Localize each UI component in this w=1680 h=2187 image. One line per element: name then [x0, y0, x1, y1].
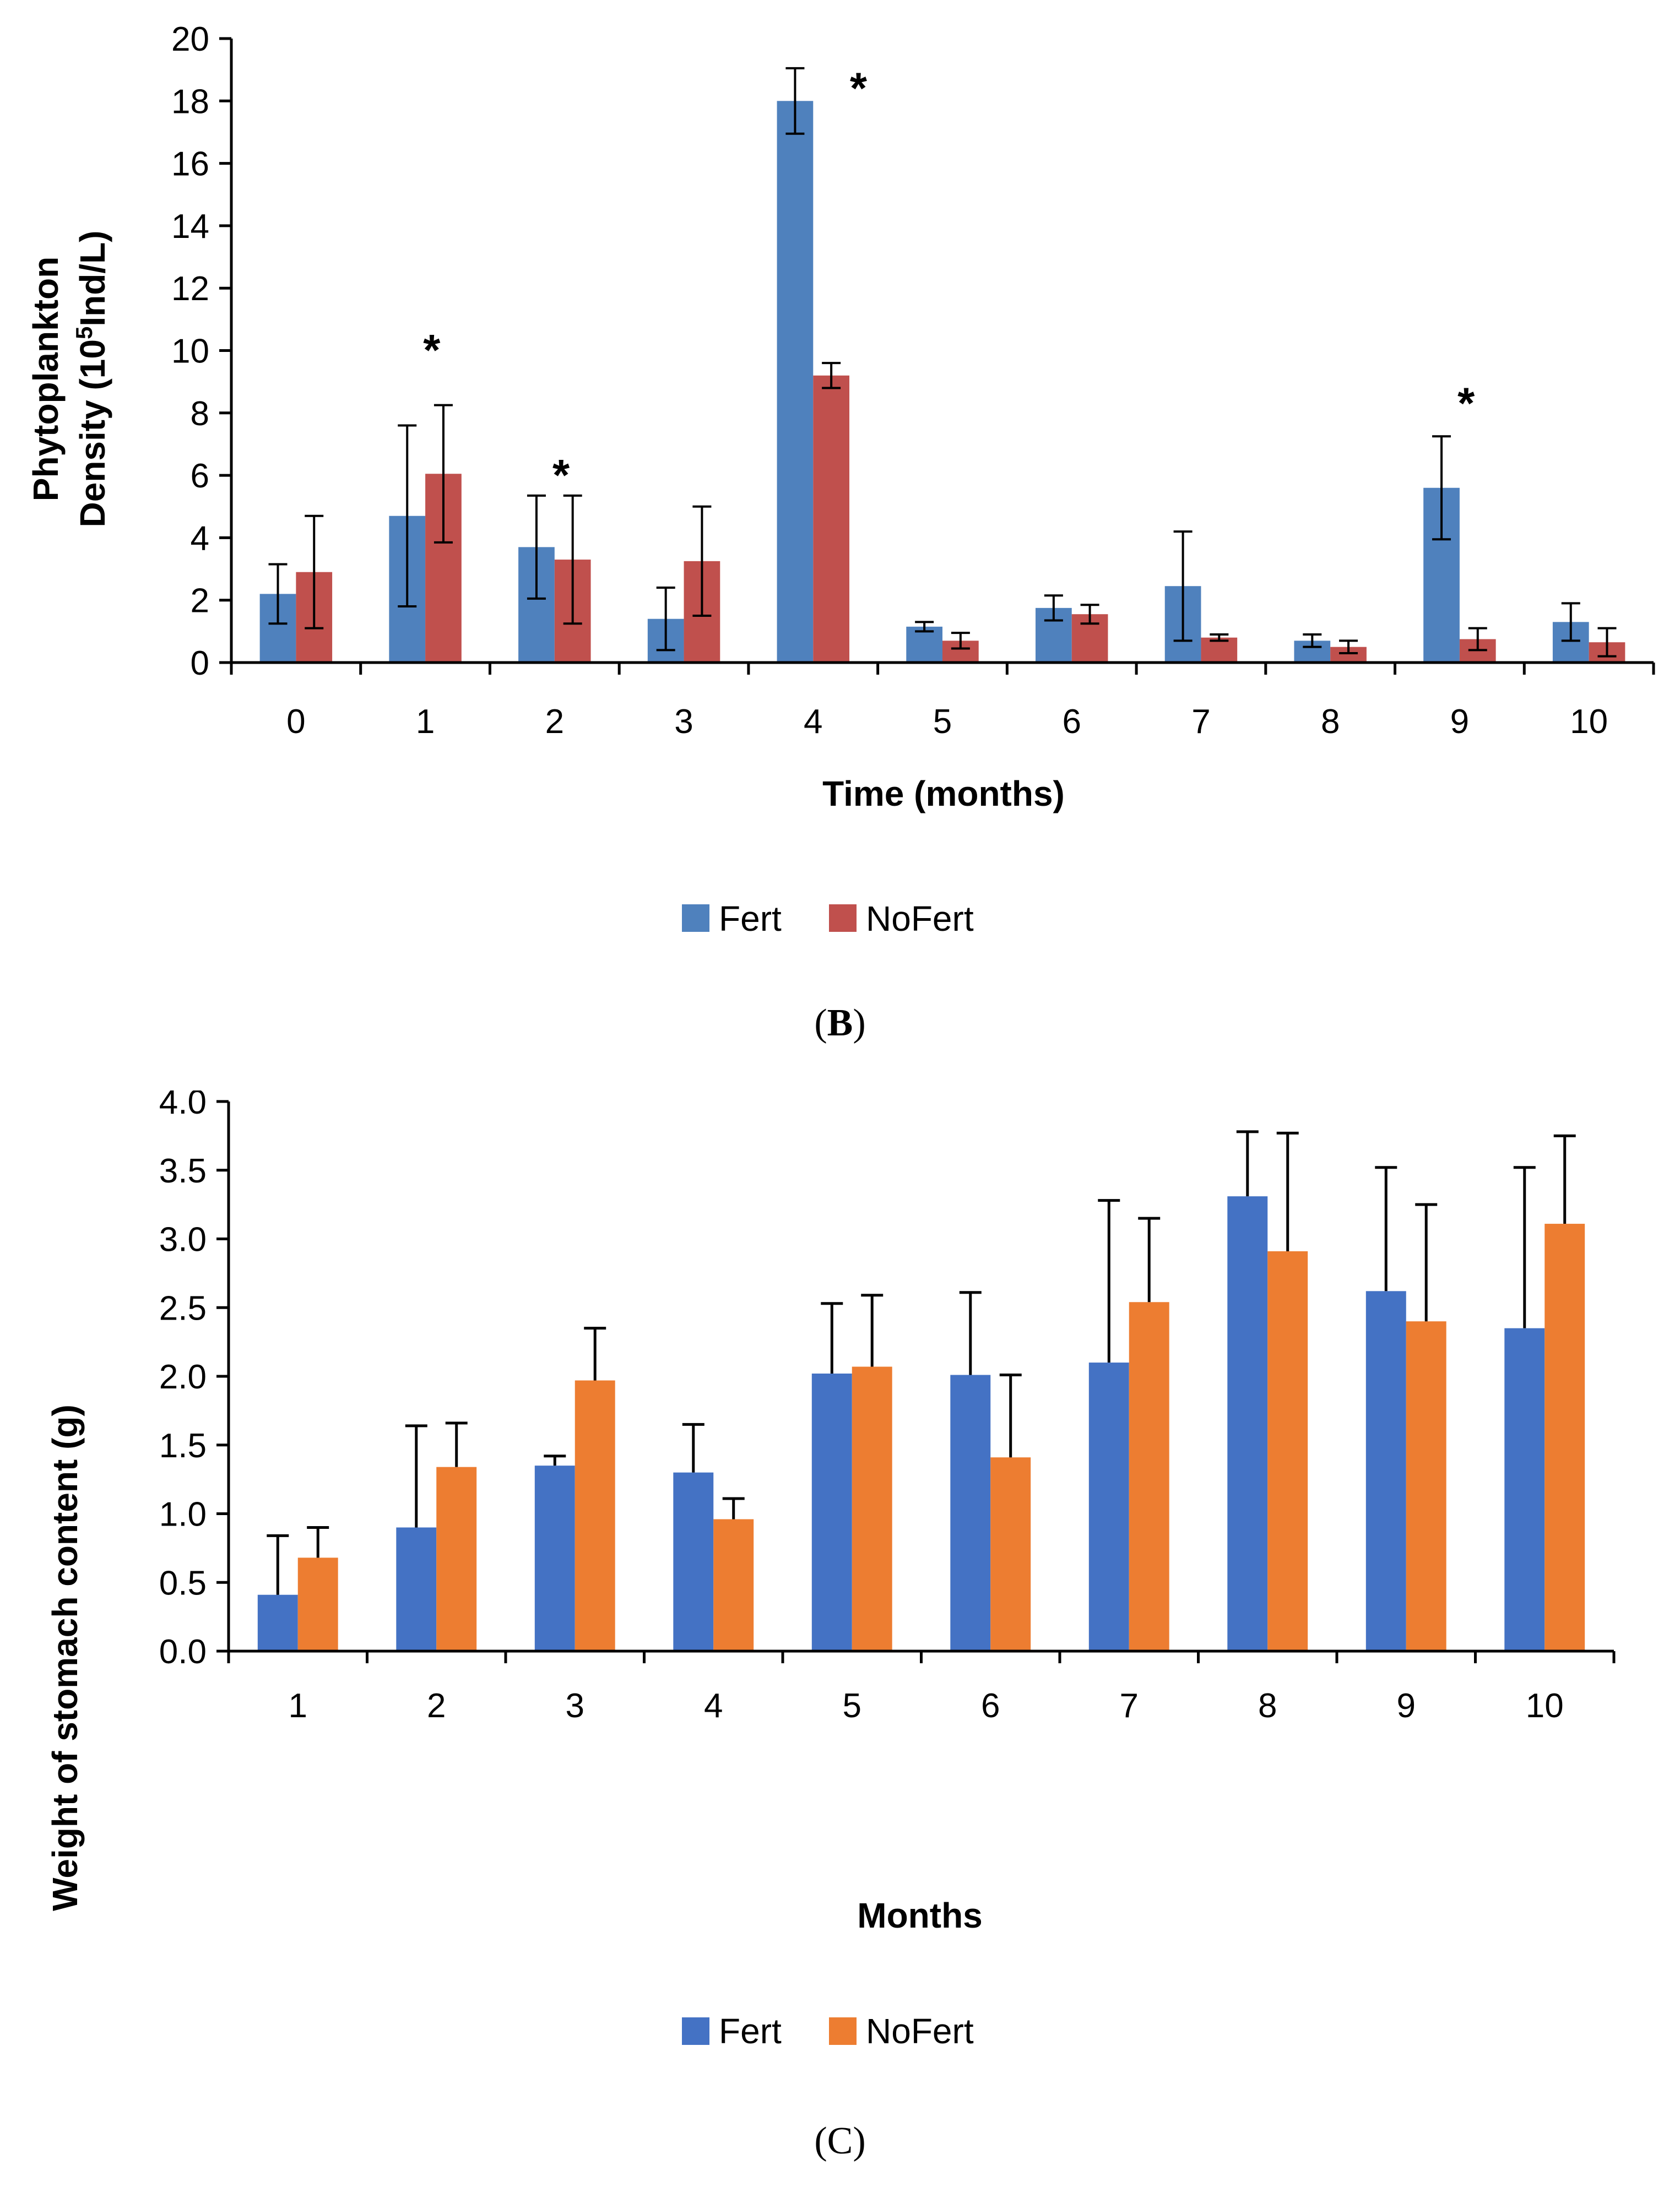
y-tick-label: 0.0 — [159, 1633, 207, 1671]
chart-c-stomach-content: Weight of stomach content (g) 0.0 0.5 1.0 1… — [45, 1090, 1616, 2162]
bar-fert — [1088, 1363, 1129, 1651]
bar-fert — [396, 1527, 437, 1651]
x-tick-label: 10 — [1526, 1687, 1564, 1725]
bars — [259, 101, 1625, 663]
x-tick-label: 9 — [1450, 703, 1469, 741]
significance-star: * — [552, 451, 570, 500]
bar-fert — [257, 1594, 298, 1651]
x-tick-label: 1 — [416, 703, 435, 741]
bar-fert — [1365, 1291, 1406, 1651]
x-tick-label: 7 — [1120, 1687, 1139, 1725]
y-tick-label: 1.0 — [159, 1496, 207, 1534]
x-tick-label: 9 — [1397, 1687, 1416, 1725]
legend-label-nofert: NoFert — [866, 2011, 974, 2051]
bar-nofert — [1406, 1321, 1446, 1651]
significance-star: * — [850, 63, 868, 112]
bar-fert — [534, 1466, 575, 1651]
legend-swatch-fert — [682, 2017, 709, 2045]
y-tick-label: 12 — [171, 270, 209, 308]
legend: Fert NoFert — [682, 2011, 974, 2051]
bar-fert — [811, 1374, 852, 1651]
legend-label-nofert: NoFert — [866, 899, 974, 938]
x-tick-label: 1 — [289, 1687, 307, 1725]
y-tick-label: 4.0 — [159, 1090, 207, 1121]
y-tick-label: 2.0 — [159, 1358, 207, 1396]
y-tick-label: 6 — [191, 457, 209, 495]
x-axis-title: Time (months) — [822, 774, 1065, 813]
bar-nofert — [852, 1366, 892, 1651]
bar-nofert — [1129, 1302, 1169, 1651]
chart-b-phytoplankton-density: Phytoplankton Density (105Ind/L) 0246810… — [26, 20, 1655, 1044]
y-tick-label: 0.5 — [159, 1564, 207, 1602]
x-tick-label: 5 — [933, 703, 952, 741]
bar-fert — [1504, 1328, 1545, 1651]
legend-label-fert: Fert — [719, 899, 782, 938]
significance-star: * — [423, 325, 441, 375]
y-axis-title-line1: Phytoplankton — [26, 257, 66, 501]
y-tick-label: 3.5 — [159, 1152, 207, 1190]
x-tick-label: 10 — [1570, 703, 1608, 741]
y-axis-ticks: 0 2 4 6 8 10 12 14 16 18 20 — [171, 20, 231, 682]
bar-nofert — [1267, 1251, 1308, 1651]
legend-label-fert: Fert — [719, 2011, 782, 2051]
x-tick-label: 4 — [804, 703, 822, 741]
significance-star: * — [1457, 378, 1475, 427]
bar-fert — [906, 626, 942, 663]
significance-markers: * * * * — [423, 63, 1475, 499]
y-axis-title-line2: Density (105Ind/L) — [71, 231, 113, 528]
y-tick-label: 0 — [191, 644, 209, 682]
bar-fert — [777, 101, 814, 663]
legend-swatch-fert — [682, 904, 709, 932]
y-tick-label: 2 — [191, 582, 209, 620]
x-tick-label: 7 — [1191, 703, 1210, 741]
x-axis-title: Months — [857, 1896, 983, 1935]
bar-nofert — [990, 1457, 1031, 1651]
y-tick-label: 18 — [171, 83, 209, 121]
x-tick-label: 2 — [427, 1687, 446, 1725]
y-axis-title: Weight of stomach content (g) — [45, 1404, 85, 1911]
y-tick-label: 4 — [191, 519, 209, 557]
y-tick-label: 16 — [171, 145, 209, 183]
caption-b: (B) — [814, 1002, 865, 1044]
y-tick-label: 10 — [171, 333, 209, 371]
legend: Fert NoFert — [682, 899, 974, 938]
error-bars — [267, 1130, 1576, 1595]
bar-fert — [950, 1375, 991, 1651]
y-tick-label: 3.0 — [159, 1221, 207, 1259]
bar-nofert — [813, 375, 849, 663]
y-tick-label: 14 — [171, 208, 209, 246]
x-tick-label: 2 — [545, 703, 564, 741]
caption-c: (C) — [814, 2120, 865, 2162]
bar-fert — [1227, 1196, 1268, 1651]
y-tick-label: 20 — [171, 20, 209, 58]
error-bars — [268, 67, 1617, 658]
x-tick-label: 6 — [1062, 703, 1081, 741]
y-tick-label: 2.5 — [159, 1289, 207, 1327]
y-tick-label: 1.5 — [159, 1427, 207, 1465]
bar-nofert — [436, 1467, 477, 1651]
x-axis-ticks: 1 2 3 4 5 6 7 8 9 10 — [227, 1651, 1616, 1725]
legend-swatch-nofert — [829, 2017, 857, 2045]
bars — [257, 1196, 1585, 1651]
x-tick-label: 5 — [843, 1687, 861, 1725]
y-tick-label: 8 — [191, 395, 209, 433]
x-tick-label: 0 — [286, 703, 305, 741]
bar-fert — [673, 1472, 714, 1651]
bar-nofert — [575, 1380, 615, 1651]
x-tick-label: 3 — [566, 1687, 584, 1725]
legend-swatch-nofert — [829, 904, 857, 932]
x-axis-ticks: 0 1 2 3 4 5 6 7 8 9 10 — [230, 663, 1655, 741]
bar-nofert — [713, 1519, 754, 1651]
x-tick-label: 3 — [674, 703, 693, 741]
bar-nofert — [297, 1558, 338, 1651]
bar-nofert — [1544, 1224, 1585, 1651]
y-axis-ticks: 0.0 0.5 1.0 1.5 2.0 2.5 3.0 3.5 4.0 — [159, 1090, 229, 1671]
x-tick-label: 4 — [704, 1687, 723, 1725]
x-tick-label: 8 — [1258, 1687, 1277, 1725]
x-tick-label: 6 — [981, 1687, 1000, 1725]
x-tick-label: 8 — [1321, 703, 1340, 741]
